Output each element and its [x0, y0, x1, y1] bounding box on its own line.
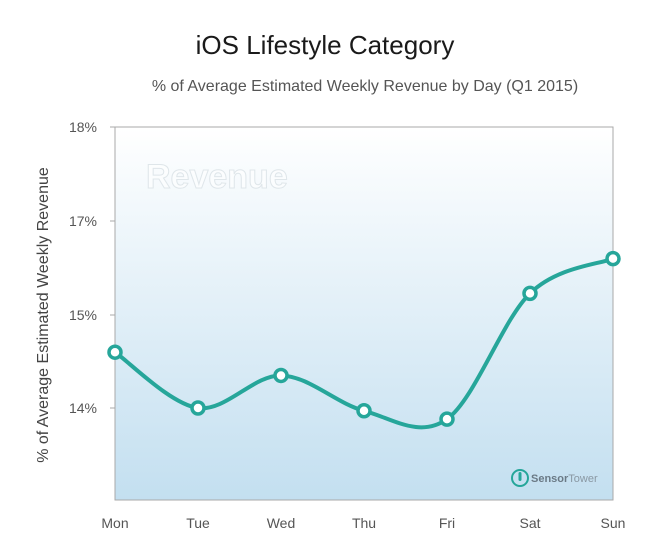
- data-point-tue: [190, 400, 206, 416]
- x-tick-label: Mon: [101, 515, 128, 531]
- data-point-mon: [107, 344, 123, 360]
- sensortower-logo: SensorTower: [511, 469, 598, 487]
- x-tick-label: Thu: [352, 515, 376, 531]
- sensortower-logo-text: SensorTower: [531, 473, 598, 485]
- y-tick-label: 18%: [69, 119, 97, 135]
- y-tick-label: 14%: [69, 400, 97, 416]
- sensortower-logo-icon-bar: [518, 472, 522, 481]
- y-tick-label: 15%: [69, 307, 97, 323]
- x-tick-label: Fri: [439, 515, 455, 531]
- x-tick-label: Sat: [519, 515, 540, 531]
- chart-title: iOS Lifestyle Category: [195, 30, 455, 60]
- y-tick-label: 17%: [69, 213, 97, 229]
- x-tick-label: Wed: [267, 515, 296, 531]
- data-point-thu: [356, 403, 372, 419]
- chart-subtitle: % of Average Estimated Weekly Revenue by…: [151, 78, 579, 95]
- data-point-sat: [522, 285, 538, 302]
- x-tick-label: Tue: [186, 515, 210, 531]
- data-point-wed: [273, 367, 289, 384]
- data-point-fri: [439, 411, 455, 427]
- watermark-text: Revenue: [146, 158, 288, 196]
- plot-area: [114, 126, 614, 501]
- x-tick-label: Sun: [601, 515, 626, 531]
- data-point-sun: [605, 250, 621, 267]
- sensortower-logo-icon: [511, 469, 529, 487]
